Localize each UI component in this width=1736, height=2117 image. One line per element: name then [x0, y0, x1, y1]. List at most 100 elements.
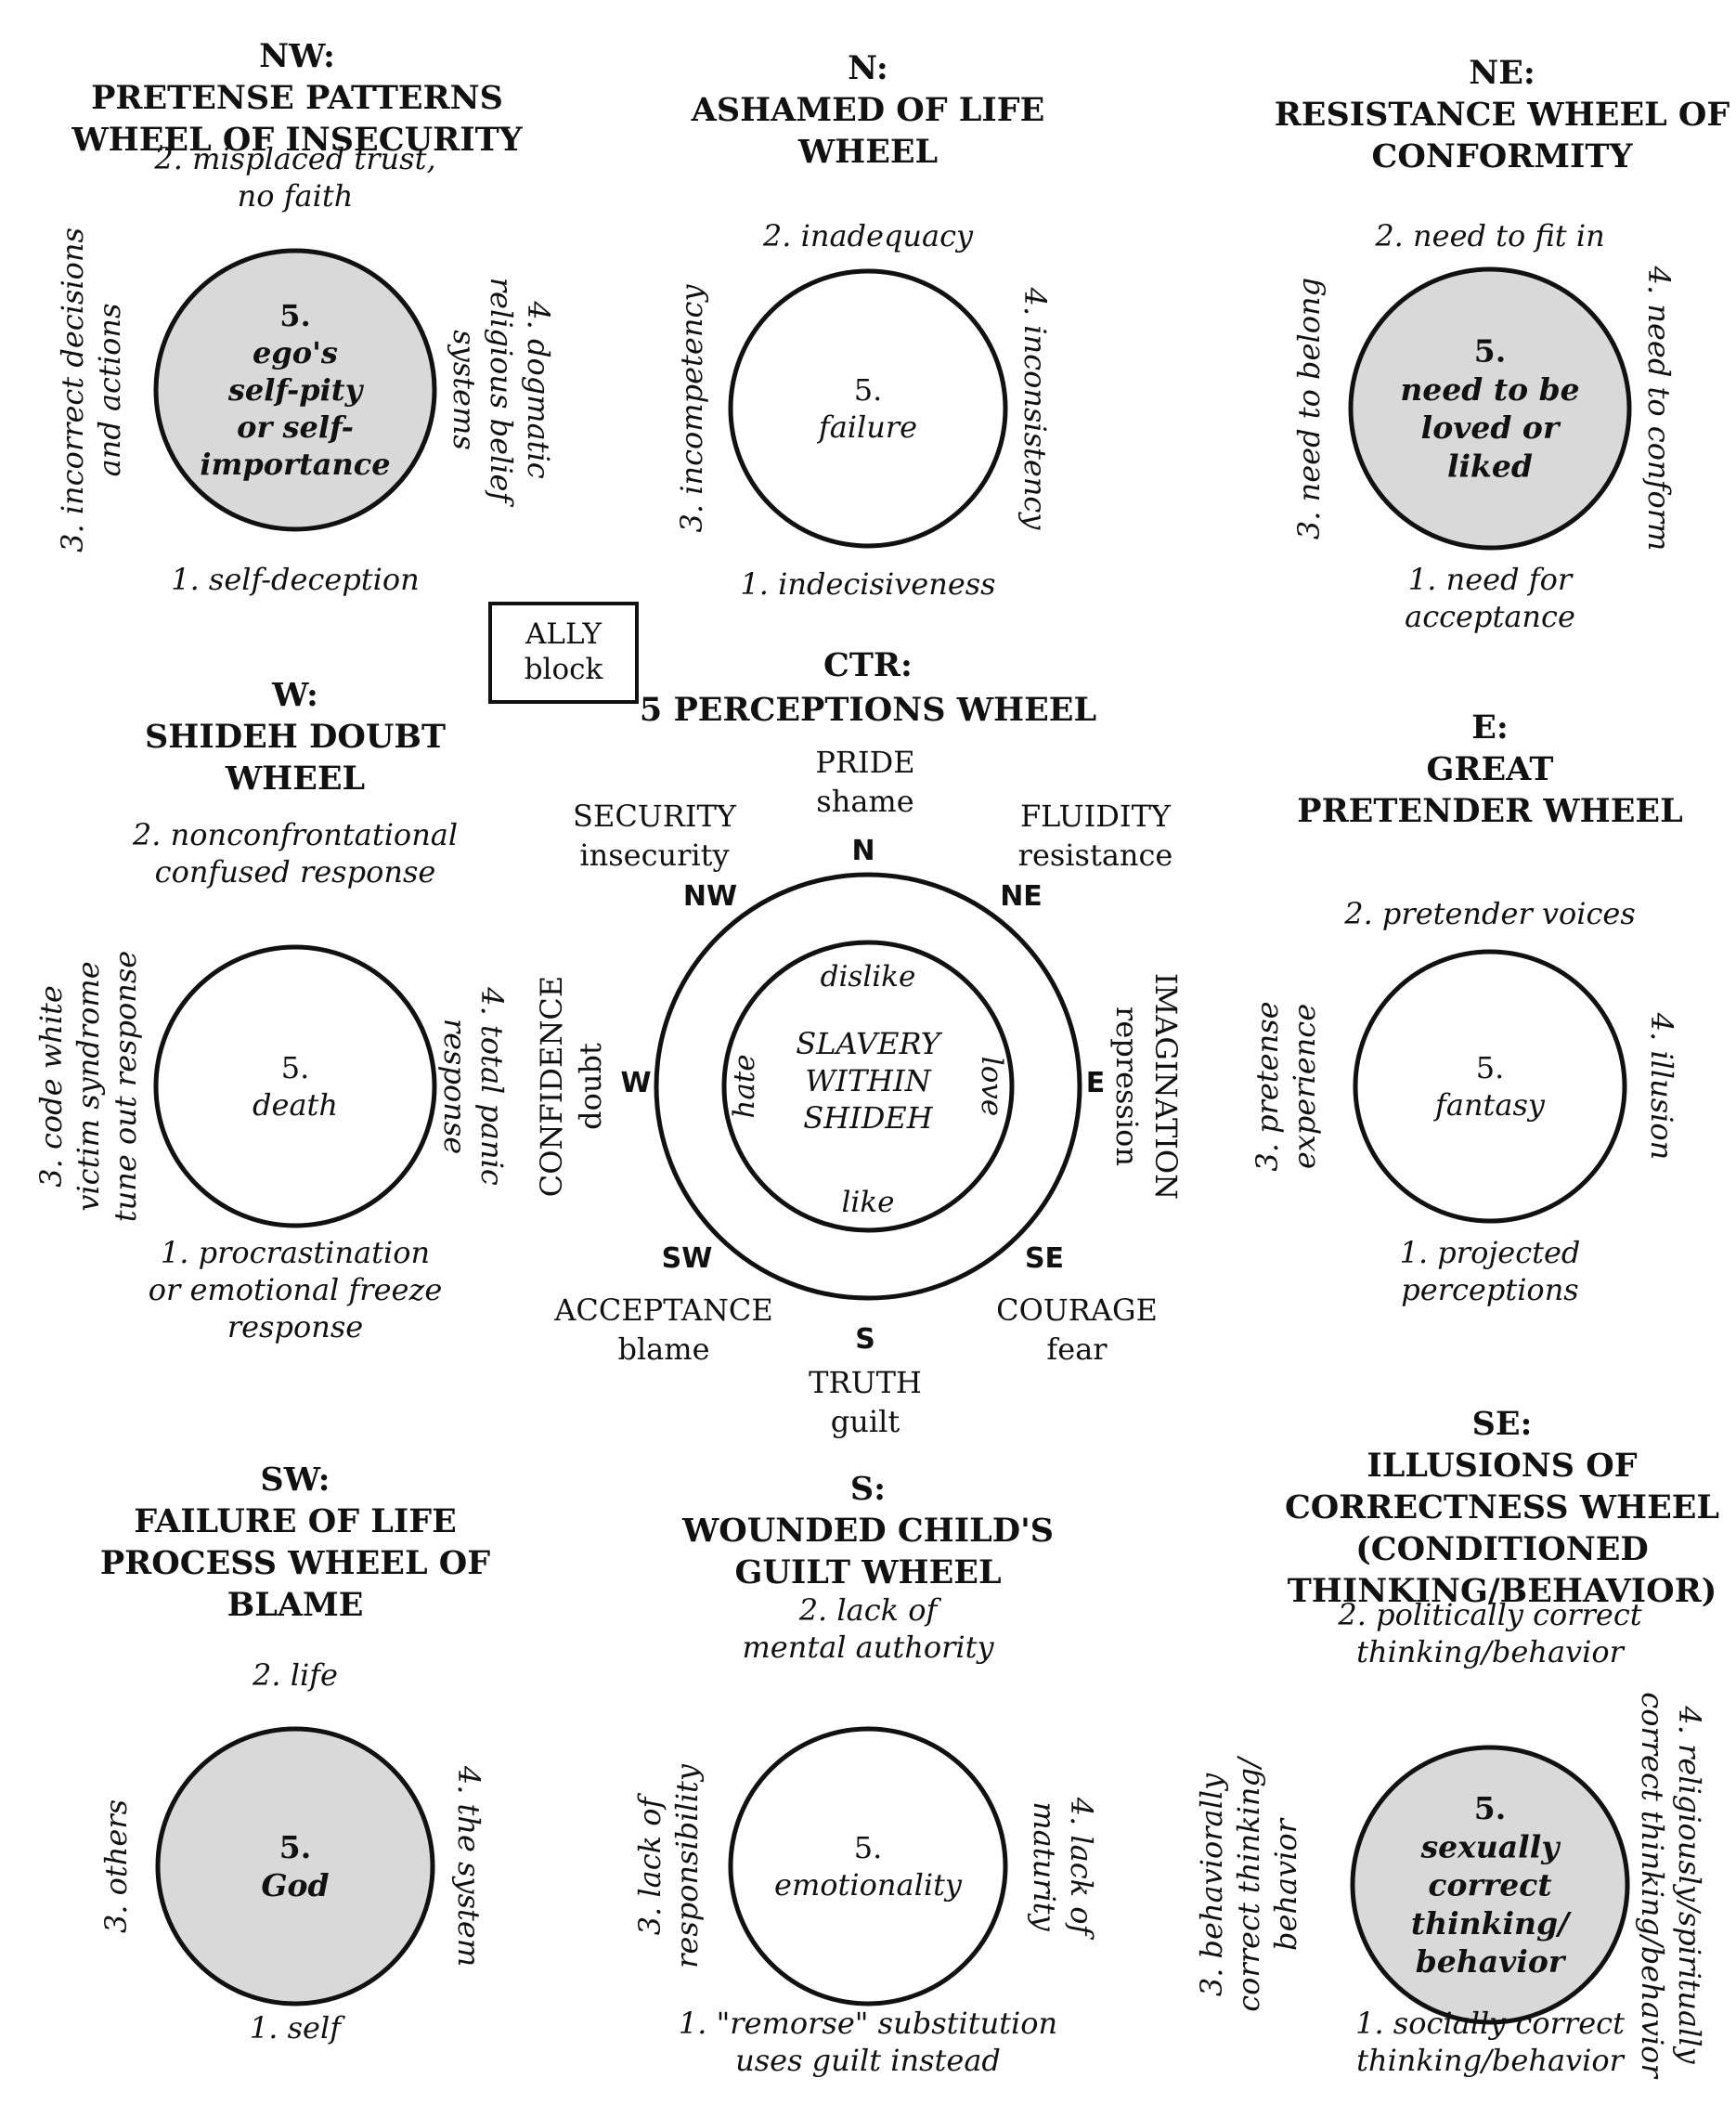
- wheel-se-title-line-3: CORRECTNESS WHEEL: [1285, 1488, 1719, 1526]
- ally-block-box: [488, 602, 639, 704]
- wheel-se-title-line-1: SE:: [1472, 1405, 1533, 1443]
- center-inner-top: dislike: [821, 960, 916, 994]
- wheel-e-top-line-1: 2. pretender voices: [1343, 896, 1636, 931]
- wheel-e-left: 3. pretense experience: [1250, 1001, 1322, 1171]
- wheel-se-left-line-1: 3. behaviorally: [1194, 1773, 1229, 1996]
- wheel-sw-title-line-2: FAILURE OF LIFE: [134, 1502, 457, 1540]
- wheel-nw-top-line-2: no faith: [238, 178, 354, 214]
- compass-sw: SW: [662, 1242, 713, 1275]
- wheel-ne-center-line-2: need to be: [1400, 371, 1579, 408]
- wheel-nw-circle: [153, 248, 437, 532]
- perception-s-line-2: guilt: [831, 1404, 900, 1439]
- wheel-ne-title-line-3: CONFORMITY: [1372, 137, 1634, 175]
- wheel-e-circle: [1353, 949, 1627, 1224]
- perception-se-line-2: fear: [1046, 1331, 1108, 1367]
- wheel-s-top-line-2: mental authority: [742, 1630, 994, 1665]
- wheel-se-right-line-1: 4. religiously/spiritually: [1672, 1705, 1707, 2064]
- wheel-e-left-line-1: 3. pretense: [1250, 1001, 1285, 1171]
- wheel-nw-center-line-5: importance: [200, 447, 390, 482]
- wheel-nw-title-line-3: WHEEL OF INSECURITY: [71, 121, 523, 159]
- wheel-sw-left-line-1: 3. others: [98, 1799, 134, 1933]
- center-inner-left: hate: [728, 1054, 761, 1118]
- wheel-nw-left: 3. incorrect decisions and actions: [55, 227, 127, 552]
- wheel-sw-center-line-1: 5.: [279, 1829, 311, 1865]
- wheel-sw-title-line-1: SW:: [260, 1461, 330, 1499]
- wheel-n-title-line-2: ASHAMED OF LIFE: [691, 91, 1045, 129]
- perception-e-line-1: IMAGINATION: [1148, 973, 1184, 1200]
- wheel-ne-top-line-1: 2. need to fit in: [1374, 218, 1604, 253]
- wheel-ne-right-line-1: 4. need to conform: [1641, 266, 1677, 552]
- wheel-w-bottom-line-2: or emotional freeze: [149, 1272, 443, 1307]
- wheel-ne-left: 3. need to belong: [1291, 278, 1327, 539]
- wheel-se-center-line-3: correct: [1428, 1867, 1551, 1903]
- wheel-s-center-line-1: 5.: [854, 1830, 883, 1865]
- wheel-w-title-line-3: WHEEL: [225, 760, 365, 798]
- center-inner-circle: [721, 940, 1015, 1233]
- wheel-w-title-line-2: SHIDEH DOUBT: [145, 718, 446, 756]
- wheel-w-right-line-2: response: [437, 1019, 473, 1154]
- perception-w-line-1: CONFIDENCE: [534, 976, 569, 1197]
- perception-w-line-2: doubt: [573, 1043, 608, 1130]
- wheel-s-top-line-1: 2. lack of: [798, 1592, 942, 1628]
- wheel-se-center-line-1: 5.: [1474, 1790, 1506, 1826]
- wheel-n-center-line-2: failure: [817, 409, 917, 445]
- wheel-e-bottom-line-2: perceptions: [1401, 1272, 1578, 1307]
- wheel-w-bottom-line-3: response: [227, 1309, 363, 1344]
- wheel-nw-left-line-2: and actions: [92, 304, 127, 477]
- perception-nw-line-1: SECURITY: [573, 799, 737, 834]
- center-wheel-title-line-2: 5 PERCEPTIONS WHEEL: [640, 691, 1096, 729]
- wheel-w-bottom-line-1: 1. procrastination: [161, 1235, 430, 1270]
- wheel-w-left-line-1: 3. code white: [33, 985, 69, 1188]
- wheel-s-right-line-2: maturity: [1027, 1801, 1062, 1931]
- wheel-w-title-line-1: W:: [271, 676, 318, 714]
- perception-nw-line-2: insecurity: [579, 838, 729, 873]
- wheel-sw-title-line-3: PROCESS WHEEL OF: [100, 1544, 490, 1582]
- wheel-sw-center-line-2: God: [261, 1867, 329, 1903]
- wheel-e-bottom-line-1: 1. projected: [1400, 1235, 1581, 1270]
- wheel-e-center-line-2: fantasy: [1433, 1087, 1546, 1123]
- wheel-s-title-line-2: WOUNDED CHILD'S: [681, 1512, 1054, 1550]
- wheel-nw-center-line-3: self-pity: [227, 372, 365, 408]
- wheel-ne-title-line-2: RESISTANCE WHEEL OF: [1275, 96, 1730, 134]
- wheel-ne-bottom-line-2: acceptance: [1405, 599, 1575, 634]
- wheel-se-right-line-2: correct thinking/behavior: [1635, 1692, 1670, 2079]
- wheel-s-left-line-1: 3. lack of: [632, 1793, 667, 1936]
- wheel-se-title-line-2: ILLUSIONS OF: [1367, 1447, 1637, 1485]
- wheel-se-circle: [1350, 1745, 1630, 2025]
- wheel-se-center-line-4: thinking/: [1411, 1905, 1572, 1942]
- wheel-nw-top-line-1: 2. misplaced trust,: [153, 141, 435, 176]
- wheel-nw-right-line-2: religious belief: [484, 278, 519, 508]
- wheel-s-bottom-line-2: uses guilt instead: [735, 2043, 1001, 2078]
- wheel-w-circle: [153, 944, 437, 1228]
- wheel-w-center-line-2: death: [253, 1087, 338, 1123]
- wheel-ne-center-line-1: 5.: [1474, 333, 1506, 370]
- wheel-sw-title-line-4: BLAME: [227, 1586, 364, 1624]
- wheel-nw-left-line-1: 3. incorrect decisions: [55, 227, 90, 552]
- wheel-se-top-line-2: thinking/behavior: [1356, 1634, 1626, 1669]
- wheel-sw-bottom-line-1: 1. self: [250, 2010, 345, 2046]
- wheel-n-bottom-line-1: 1. indecisiveness: [740, 566, 995, 602]
- wheel-e-title-line-3: PRETENDER WHEEL: [1297, 792, 1682, 830]
- center-inner-bottom: like: [842, 1186, 895, 1219]
- perception-s-line-1: TRUTH: [809, 1365, 922, 1400]
- compass-n: N: [851, 835, 874, 867]
- wheel-n-left-line-1: 3. incompetency: [674, 284, 709, 533]
- perception-sw-line-1: ACCEPTANCE: [553, 1292, 773, 1328]
- wheel-n-circle: [728, 268, 1008, 549]
- wheel-se-left: 3. behaviorally correct thinking/behavior: [1194, 1755, 1303, 2012]
- perception-ne-line-1: FLUIDITY: [1020, 799, 1172, 834]
- wheel-nw-right-line-3: systems: [447, 330, 482, 449]
- compass-s: S: [855, 1323, 875, 1356]
- wheel-w-left-line-2: victim syndrome: [71, 961, 106, 1211]
- wheel-w-right-line-1: 4. total panic: [474, 986, 510, 1186]
- wheel-n-center-line-1: 5.: [854, 372, 883, 408]
- center-inner-right: love: [975, 1057, 1008, 1116]
- wheel-w-top-line-1: 2. nonconfrontational: [132, 817, 458, 852]
